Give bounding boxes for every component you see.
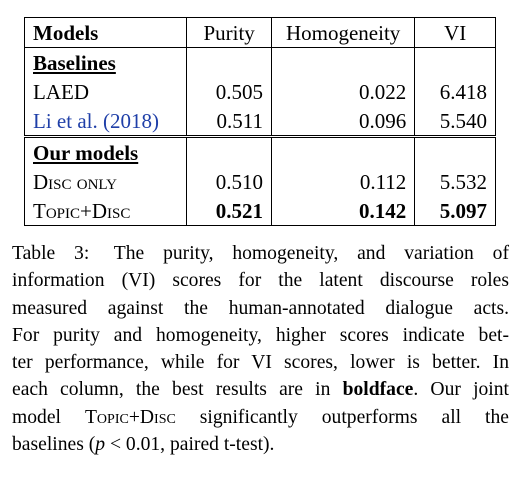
purity-value: 0.505 [187, 77, 272, 106]
table-row: Li et al. (2018) 0.511 0.096 5.540 [25, 106, 496, 137]
table-row: Disc only 0.510 0.112 5.532 [25, 167, 496, 196]
caption-line: For purity and homogeneity, higher score… [12, 322, 509, 349]
section-label-baselines: Baselines [33, 51, 116, 75]
purity-value-best: 0.521 [187, 196, 272, 226]
table-row: LAED 0.505 0.022 6.418 [25, 77, 496, 106]
caption-line: baselines (p < 0.01, paired t-test). [12, 431, 509, 458]
vi-value: 5.532 [415, 167, 496, 196]
p-symbol: p [95, 434, 105, 455]
caption-line: information (VI) scores for the latent d… [12, 267, 509, 294]
header-vi: VI [415, 18, 496, 48]
table-row: Topic+Disc 0.521 0.142 5.097 [25, 196, 496, 226]
section-row-baselines: Baselines [25, 48, 496, 78]
header-homogeneity: Homogeneity [271, 18, 414, 48]
caption-line: ter performance, while for VI scores, lo… [12, 349, 509, 376]
model-name-inline: Topic+Disc [85, 407, 176, 428]
header-purity: Purity [187, 18, 272, 48]
table-caption: Table 3: The purity, homogeneity, and va… [12, 240, 509, 458]
header-models: Models [25, 18, 187, 48]
model-name: Disc only [25, 167, 187, 196]
caption-line: Table 3: The purity, homogeneity, and va… [12, 240, 509, 267]
section-label-our-models: Our models [33, 141, 138, 165]
homogeneity-value: 0.112 [271, 167, 414, 196]
boldface-word: boldface [343, 379, 414, 400]
caption-line: measured against the human-annotated dia… [12, 295, 509, 322]
results-table-container: Models Purity Homogeneity VI Baselines L… [24, 17, 496, 229]
homogeneity-value-best: 0.142 [271, 196, 414, 226]
purity-value: 0.511 [187, 106, 272, 137]
section-row-our-models: Our models [25, 137, 496, 168]
vi-value-best: 5.097 [415, 196, 496, 226]
citation-link[interactable]: Li et al. (2018) [33, 109, 159, 133]
model-name: Topic+Disc [25, 196, 187, 226]
caption-line: each column, the best results are in bol… [12, 376, 509, 403]
vi-value: 5.540 [415, 106, 496, 137]
caption-label: Table 3: [12, 243, 89, 264]
vi-value: 6.418 [415, 77, 496, 106]
homogeneity-value: 0.096 [271, 106, 414, 137]
model-name: LAED [25, 77, 187, 106]
results-table: Models Purity Homogeneity VI Baselines L… [24, 17, 496, 226]
purity-value: 0.510 [187, 167, 272, 196]
caption-line: model Topic+Disc significantly outperfor… [12, 404, 509, 431]
homogeneity-value: 0.022 [271, 77, 414, 106]
table-header-row: Models Purity Homogeneity VI [25, 18, 496, 48]
